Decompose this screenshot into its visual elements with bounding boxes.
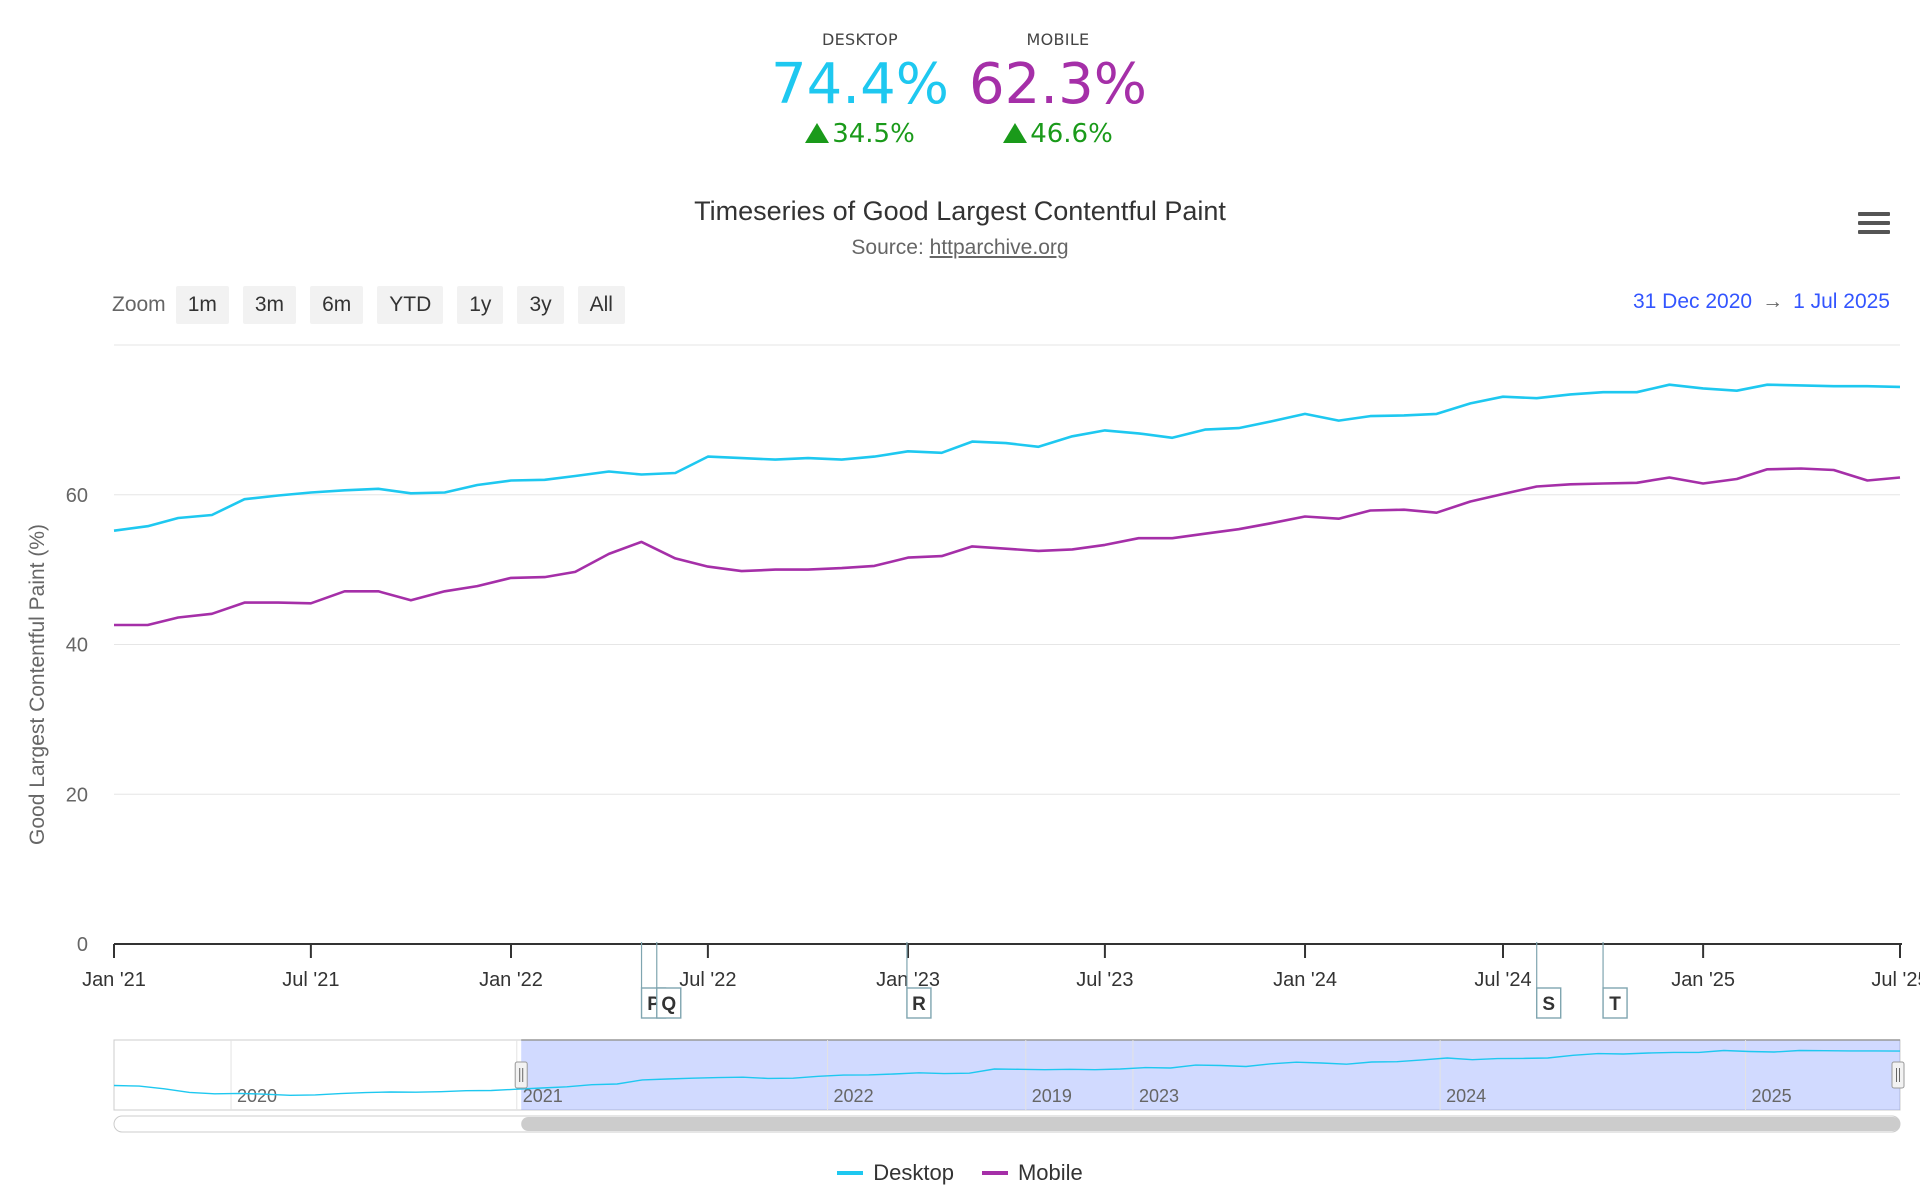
- kpi-desktop-label: DESKTOP: [822, 30, 898, 49]
- scrollbar-thumb[interactable]: [521, 1117, 1900, 1131]
- zoom-toolbar: Zoom 1m 3m 6m YTD 1y 3y All: [112, 286, 639, 324]
- zoom-1m-button[interactable]: 1m: [175, 286, 229, 324]
- navigator-frame: [113, 1039, 1901, 1111]
- annotation-label-s: S: [1542, 994, 1555, 1015]
- x-tick-label: Jan '25: [1671, 969, 1735, 991]
- zoom-label: Zoom: [112, 293, 166, 316]
- chart-title: Timeseries of Good Largest Contentful Pa…: [694, 196, 1226, 226]
- annotation-label-t: T: [1609, 994, 1621, 1015]
- annotation-flag-t[interactable]: [1602, 987, 1628, 1019]
- annotation-flag-s[interactable]: [1536, 987, 1562, 1019]
- navigator-right-handle[interactable]: [1891, 1061, 1905, 1089]
- kpi-desktop-change-value: 34.5%: [832, 119, 915, 149]
- zoom-1y-button[interactable]: 1y: [457, 286, 504, 324]
- source-link[interactable]: httparchive.org: [929, 236, 1069, 259]
- up-triangle-icon: [805, 123, 830, 143]
- chart-legend: Desktop Mobile: [0, 1158, 1920, 1188]
- navigator-year-label: 2020: [237, 1086, 277, 1106]
- zoom-6m-button[interactable]: 6m: [310, 286, 364, 324]
- zoom-all-button[interactable]: All: [577, 286, 625, 324]
- kpi-summary: DESKTOP 74.4% 34.5% MOBILE 62.3% 46.6%: [0, 30, 1920, 160]
- kpi-desktop-change: 34.5%: [750, 119, 970, 149]
- kpi-mobile-value: 62.3%: [969, 52, 1147, 117]
- x-tick-label: Jan '24: [1273, 969, 1337, 991]
- annotation-flag-q[interactable]: [656, 987, 682, 1019]
- legend-item-desktop[interactable]: Desktop: [837, 1160, 954, 1186]
- zoom-ytd-button[interactable]: YTD: [377, 286, 444, 324]
- hamburger-menu-icon[interactable]: [1858, 212, 1890, 240]
- navigator-year-label: 2021: [523, 1086, 563, 1106]
- kpi-mobile: MOBILE 62.3% 46.6%: [948, 30, 1168, 149]
- kpi-desktop: DESKTOP 74.4% 34.5%: [750, 30, 970, 149]
- kpi-desktop-value: 74.4%: [771, 52, 949, 117]
- navigator-year-label: 2024: [1446, 1086, 1486, 1106]
- kpi-mobile-change-value: 46.6%: [1030, 119, 1113, 149]
- y-tick-label: 0: [77, 934, 88, 956]
- series-line-mobile[interactable]: [114, 467, 1901, 627]
- chart-subtitle: Source: httparchive.org: [0, 236, 1920, 260]
- navigator-year-label: 2025: [1752, 1086, 1792, 1106]
- navigator-year-label: 2022: [834, 1086, 874, 1106]
- up-triangle-icon: [1003, 123, 1028, 143]
- navigator-year-label: 2019: [1032, 1086, 1072, 1106]
- navigator-year-label: 2023: [1139, 1086, 1179, 1106]
- y-tick-label: 40: [66, 635, 88, 657]
- annotation-flag-r[interactable]: [906, 987, 932, 1019]
- navigator-left-handle[interactable]: [514, 1061, 528, 1089]
- x-tick-label: Jan '21: [82, 969, 146, 991]
- x-tick-label: Jul '22: [679, 969, 736, 991]
- x-tick-label: Jan '23: [876, 969, 940, 991]
- y-tick-label: 60: [66, 485, 88, 507]
- range-to-input[interactable]: 1 Jul 2025: [1793, 290, 1890, 313]
- zoom-3m-button[interactable]: 3m: [242, 286, 297, 324]
- range-from-input[interactable]: 31 Dec 2020: [1632, 290, 1753, 313]
- annotation-label-r: R: [912, 994, 926, 1015]
- navigator-selected-range[interactable]: [521, 1040, 1900, 1110]
- x-tick-label: Jul '21: [282, 969, 339, 991]
- kpi-mobile-change: 46.6%: [948, 119, 1168, 149]
- navigator-series-line: [113, 1049, 1901, 1097]
- subtitle-prefix: Source:: [851, 236, 930, 259]
- series-line-desktop[interactable]: [113, 383, 1901, 532]
- legend-label-mobile: Mobile: [1017, 1160, 1083, 1185]
- x-tick-label: Jul '24: [1474, 969, 1531, 991]
- range-arrow-icon: →: [1762, 290, 1784, 313]
- zoom-3y-button[interactable]: 3y: [517, 286, 564, 324]
- x-tick-label: Jan '22: [479, 969, 543, 991]
- legend-line-mobile: [981, 1171, 1008, 1175]
- y-axis-label: Good Largest Contentful Paint (%): [26, 524, 49, 845]
- legend-label-desktop: Desktop: [873, 1160, 954, 1185]
- date-range: 31 Dec 2020 → 1 Jul 2025: [1633, 290, 1890, 314]
- x-tick-label: Jul '25: [1871, 969, 1920, 991]
- legend-line-desktop: [837, 1171, 864, 1175]
- x-tick-label: Jul '23: [1076, 969, 1133, 991]
- kpi-mobile-label: MOBILE: [1026, 30, 1090, 49]
- legend-item-mobile[interactable]: Mobile: [981, 1160, 1083, 1186]
- annotation-label-q: Q: [661, 994, 676, 1015]
- y-tick-label: 20: [66, 784, 88, 806]
